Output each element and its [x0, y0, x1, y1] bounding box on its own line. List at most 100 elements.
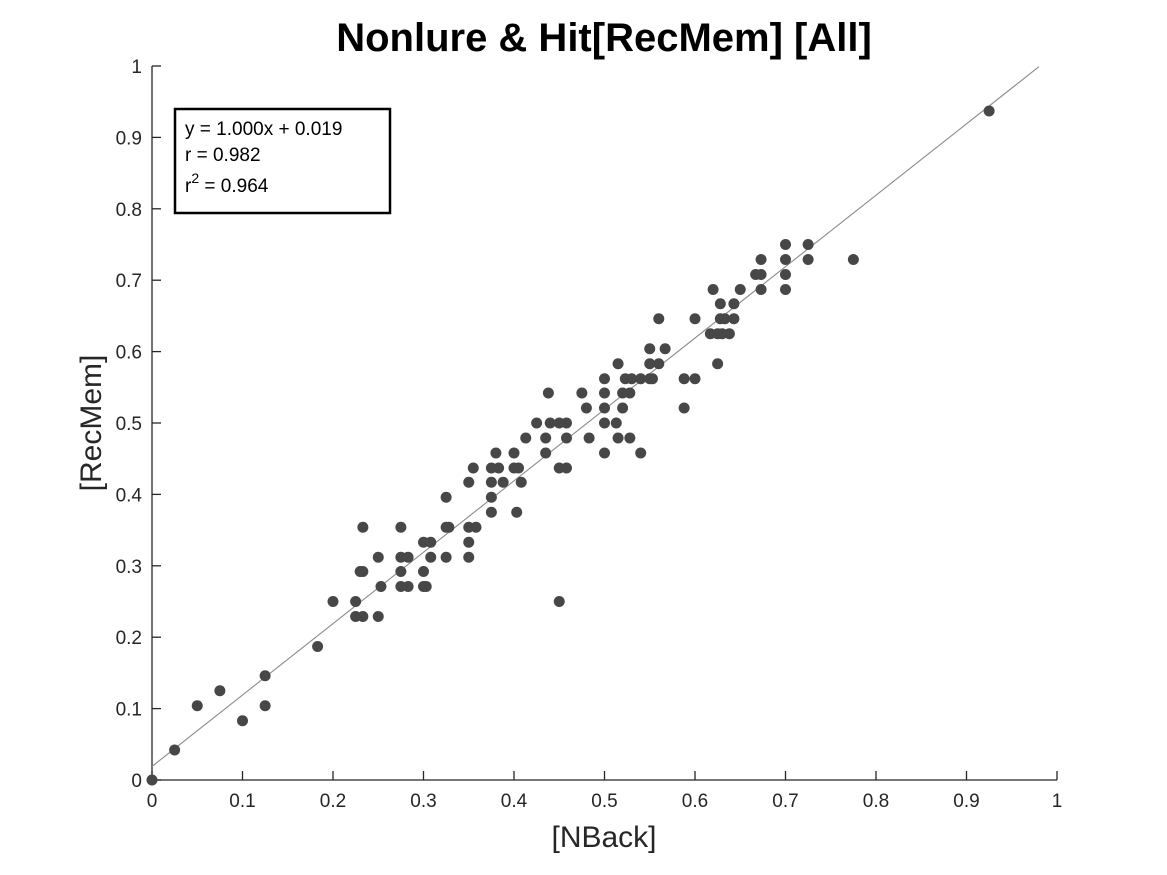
data-point: [402, 581, 414, 593]
data-point: [755, 253, 767, 265]
data-point: [755, 268, 767, 280]
data-point: [511, 506, 523, 518]
data-point: [485, 476, 497, 488]
data-point: [599, 417, 610, 429]
x-tick-label: 0.4: [501, 791, 528, 812]
data-point: [485, 491, 497, 503]
data-point: [755, 283, 767, 295]
data-point: [723, 328, 735, 340]
data-point: [635, 373, 647, 385]
data-point: [357, 610, 369, 622]
data-point: [553, 596, 565, 607]
data-point: [169, 744, 181, 756]
stats-r: r = 0.982: [185, 145, 261, 166]
data-point: [259, 700, 271, 712]
y-tick-label: 0.4: [116, 485, 143, 506]
data-point: [357, 521, 369, 533]
data-point: [395, 566, 407, 578]
data-point: [418, 566, 429, 578]
data-point: [440, 491, 452, 503]
x-tick-label: 0.7: [772, 791, 798, 812]
data-point: [420, 581, 432, 593]
data-point: [467, 462, 479, 474]
data-point: [599, 387, 610, 399]
data-point: [259, 670, 271, 682]
data-point: [425, 536, 437, 548]
x-tick-label: 0.3: [410, 791, 436, 812]
data-point: [372, 610, 384, 622]
data-point: [425, 551, 437, 563]
data-point: [728, 313, 740, 325]
chart-title: Nonlure & Hit[RecMem] [All]: [336, 16, 872, 60]
data-point: [312, 640, 324, 652]
data-point: [599, 447, 610, 459]
y-tick-label: 0: [131, 771, 142, 792]
data-point: [659, 343, 671, 355]
data-point: [540, 447, 552, 459]
data-point: [490, 447, 502, 459]
x-tick-label: 0.2: [320, 791, 346, 812]
data-point: [580, 402, 592, 414]
data-point: [542, 387, 554, 399]
data-point: [728, 298, 740, 310]
x-tick-label: 0.5: [591, 791, 617, 812]
data-point: [560, 462, 572, 474]
y-tick-label: 1: [131, 57, 142, 78]
data-point: [463, 551, 475, 563]
data-point: [497, 476, 509, 488]
data-point: [576, 387, 588, 399]
data-point: [515, 476, 527, 488]
data-point: [610, 417, 622, 429]
x-axis-ticks: 0 0.1 0.2 0.3 0.4 0.5 0.6 0.7 0.8 0.9 1: [147, 771, 1063, 812]
data-point: [689, 373, 701, 385]
data-point: [734, 283, 746, 295]
data-point: [544, 417, 556, 429]
data-point: [463, 476, 475, 488]
y-axis-ticks: 0 0.1 0.2 0.3 0.4 0.5 0.6 0.7 0.8 0.9 1: [116, 57, 161, 792]
x-tick-label: 0.6: [682, 791, 708, 812]
data-point: [531, 417, 543, 429]
data-point: [599, 402, 610, 414]
y-axis-label: [RecMem]: [75, 355, 108, 492]
x-tick-label: 0: [147, 791, 158, 812]
data-point: [443, 521, 455, 533]
data-point: [513, 462, 525, 474]
data-point: [646, 373, 658, 385]
data-point: [780, 239, 791, 250]
data-point: [635, 447, 647, 459]
data-point: [689, 313, 701, 325]
data-point: [327, 596, 339, 607]
y-tick-label: 0.7: [116, 271, 142, 292]
data-point: [402, 551, 414, 563]
data-point: [653, 313, 665, 325]
regression-line: [151, 66, 1040, 767]
r-squared-value: = 0.964: [199, 176, 269, 197]
data-point: [395, 521, 407, 533]
data-point: [560, 417, 572, 429]
data-point: [707, 283, 719, 295]
data-point: [719, 313, 731, 325]
y-tick-label: 0.8: [116, 200, 142, 221]
data-point: [560, 432, 572, 444]
data-point: [780, 268, 791, 280]
data-point: [540, 432, 552, 444]
data-point: [214, 685, 226, 697]
data-point: [644, 358, 656, 370]
x-tick-label: 1: [1052, 791, 1063, 812]
data-point: [599, 373, 610, 385]
data-point: [780, 253, 791, 265]
r-squared-exponent: 2: [191, 170, 199, 186]
data-point: [624, 432, 636, 444]
data-point: [644, 343, 656, 355]
data-point: [583, 432, 595, 444]
y-tick-label: 0.3: [116, 557, 142, 578]
data-point: [375, 581, 387, 593]
y-tick-label: 0.6: [116, 343, 142, 364]
data-point: [678, 373, 690, 385]
data-point: [624, 387, 636, 399]
data-point: [485, 506, 497, 518]
data-point: [612, 432, 624, 444]
data-point: [357, 566, 369, 578]
data-points: [146, 105, 995, 786]
